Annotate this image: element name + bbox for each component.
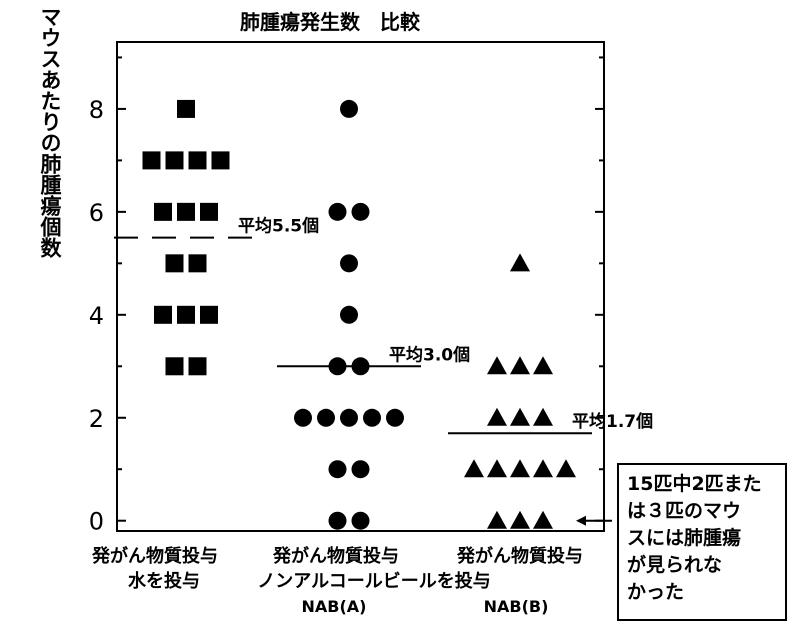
plot-frame [116, 41, 605, 532]
y-tick-label: 6 [89, 199, 104, 227]
circle-point [294, 408, 312, 427]
mean-label: 平均1.7個 [572, 411, 653, 432]
y-tick-label: 0 [89, 508, 104, 536]
annotation-line: が見られな [627, 554, 723, 576]
triangle-point [487, 407, 507, 426]
y-axis-label: マウスあたりの肺腫瘍個数 [38, 6, 63, 259]
y-tick-label: 2 [89, 405, 104, 433]
y-tick-label: 4 [89, 302, 104, 330]
mean-label: 平均3.0個 [389, 344, 470, 365]
axes [116, 41, 605, 532]
triangle-point [556, 459, 576, 478]
square-point [188, 151, 207, 170]
triangle-point [487, 510, 507, 529]
data-points [142, 99, 576, 530]
mean-label: 平均5.5個 [238, 216, 319, 237]
square-point [165, 254, 184, 273]
triangle-point [510, 356, 530, 375]
square-point [200, 305, 218, 324]
triangle-point [533, 356, 553, 375]
square-point [177, 202, 195, 221]
circle-point [351, 511, 370, 530]
triangle-point [533, 510, 553, 529]
square-point [177, 305, 195, 324]
square-point [154, 202, 172, 221]
square-point [165, 357, 184, 376]
category-label-line1: 発がん物質投与 [272, 545, 399, 567]
triangle-point [533, 459, 553, 478]
triangle-point [464, 459, 484, 478]
category-label-line2: ノンアルコールビールを投与 [257, 570, 490, 592]
square-point [154, 305, 172, 324]
circle-point [328, 511, 347, 530]
circle-point [328, 202, 347, 221]
annotation-arrow [576, 515, 612, 526]
category-label-line1: 発がん物質投与 [91, 545, 218, 567]
circle-point [340, 254, 358, 273]
annotation-box: 15匹中2匹また は３匹のマウ スには肺腫瘍 が見られなかった [617, 463, 787, 621]
triangle-point [487, 356, 507, 375]
circle-point [340, 408, 358, 427]
category-label-line1: 発がん物質投与 [456, 545, 583, 567]
arrow-head [576, 515, 586, 526]
circle-point [340, 305, 358, 324]
circle-point [386, 408, 404, 427]
triangle-point [510, 253, 530, 272]
square-point [188, 357, 207, 376]
circle-point [328, 460, 347, 479]
circle-point [340, 99, 358, 118]
category-label-line2: 水を投与 [128, 570, 200, 592]
annotation-line: スには肺腫瘍 [627, 527, 742, 549]
triangle-point [510, 510, 530, 529]
triangle-point [510, 407, 530, 426]
triangle-point [487, 459, 507, 478]
square-point [177, 99, 195, 118]
square-point [142, 151, 161, 170]
annotation-line: は３匹のマウ [627, 500, 742, 522]
y-ticks: 0 2 4 6 8 [89, 56, 604, 536]
square-point [165, 151, 184, 170]
annotation-line: 15匹中2匹また [627, 473, 762, 495]
circle-point [351, 202, 370, 221]
triangle-point [510, 459, 530, 478]
circle-point [363, 408, 381, 427]
square-point [200, 202, 218, 221]
y-tick-label: 8 [89, 96, 104, 124]
triangle-point [533, 407, 553, 426]
category-label-code: NAB(A) [302, 597, 367, 616]
square-point [188, 254, 207, 273]
square-point [211, 151, 230, 170]
chart-title: 肺腫瘍発生数 比較 [240, 10, 421, 34]
circle-point [351, 460, 370, 479]
annotation-line: かった [627, 581, 685, 603]
circle-point [317, 408, 335, 427]
y-axis-label-text: マウスあたりの肺腫瘍個数 [38, 6, 63, 259]
category-label-code: NAB(B) [484, 597, 549, 616]
